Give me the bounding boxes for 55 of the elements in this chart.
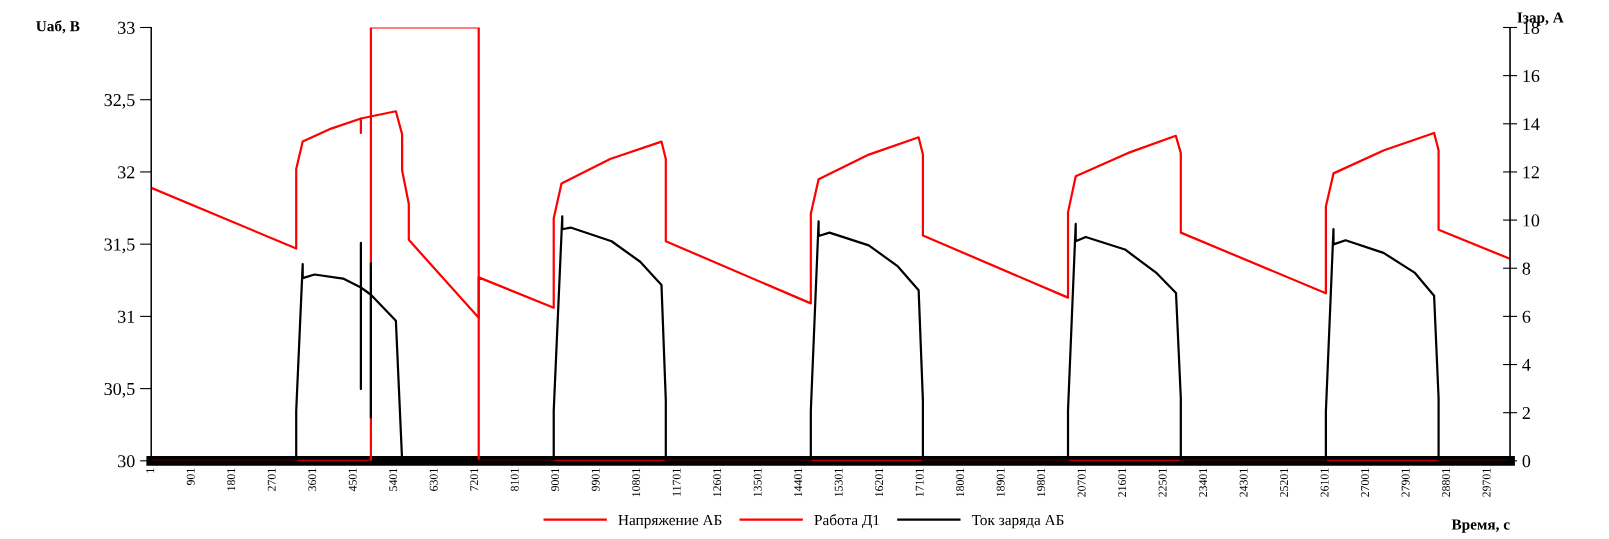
x-tick-label: 6301 (429, 468, 438, 491)
x-tick-label: 17101 (915, 468, 924, 497)
x-tick-label: 27001 (1361, 468, 1370, 497)
x-tick-label: 8101 (510, 468, 519, 491)
x-tick-label: 15301 (834, 468, 843, 497)
x-tick-label: 11701 (672, 468, 681, 496)
x-tick-label: 25201 (1280, 468, 1289, 497)
x-tick-label: 27901 (1401, 468, 1410, 497)
x-tick-label: 7201 (470, 468, 479, 491)
x-tick-label: 3601 (308, 468, 317, 491)
y2-tick-label: 0 (1522, 455, 1531, 468)
y-tick-label: 31,5 (104, 238, 135, 254)
x-tick-label: 16201 (875, 468, 884, 497)
y2-tick-label: 16 (1523, 69, 1540, 83)
y-tick-label: 30,5 (104, 382, 135, 398)
y-tick-label: 33 (118, 21, 135, 34)
x-tick-label: 901 (186, 468, 195, 486)
x-tick-label: 21601 (1118, 468, 1127, 497)
x-tick-label: 22501 (1158, 468, 1167, 497)
y-tick-label: 32,5 (104, 94, 135, 109)
y-tick-label: 31 (118, 310, 135, 323)
y2-tick-label: 10 (1523, 214, 1540, 227)
x-tick-label: 2701 (267, 468, 276, 491)
x-tick-label: 18901 (996, 468, 1005, 497)
x-tick-label: 23401 (1199, 468, 1208, 497)
y2-tick-label: 8 (1522, 262, 1531, 275)
y2-tick-label: 2 (1522, 407, 1530, 419)
x-tick-label: 1801 (227, 468, 236, 491)
x-tick-label: 4501 (348, 468, 357, 492)
x-tick-label: 24301 (1239, 468, 1248, 497)
y2-tick-label: 6 (1522, 310, 1531, 323)
x-tick-label: 19801 (1037, 468, 1046, 497)
x-tick-label: 13501 (753, 468, 762, 497)
x-tick-label: 10801 (632, 468, 641, 497)
y-axis-title: Uаб, В (36, 20, 80, 34)
x-tick-label: 5401 (389, 468, 398, 491)
x-tick-label: 29701 (1482, 468, 1491, 497)
legend-label: Работа Д1 (814, 514, 880, 529)
x-tick-label: 14401 (794, 468, 803, 497)
x-tick-label: 18001 (956, 468, 965, 497)
legend-label: Напряжение АБ (618, 514, 722, 529)
x-tick-label: 20701 (1077, 468, 1086, 497)
y2-tick-label: 4 (1522, 358, 1531, 371)
y-tick-label: 30 (118, 455, 135, 468)
y2-tick-label: 12 (1523, 166, 1539, 179)
x-tick-label: 9001 (551, 468, 560, 492)
legend-label: Ток заряда АБ (971, 514, 1064, 529)
x-tick-label: 9901 (591, 468, 600, 492)
x-tick-label: 12601 (713, 468, 722, 497)
y-tick-label: 32 (118, 166, 135, 179)
x-axis-title: Время, с (1451, 519, 1510, 533)
x-tick-label: 1 (146, 468, 155, 473)
x-tick-label: 26101 (1320, 468, 1329, 497)
x-tick-label: 28801 (1442, 468, 1451, 497)
y2-tick-label: 14 (1523, 118, 1540, 131)
